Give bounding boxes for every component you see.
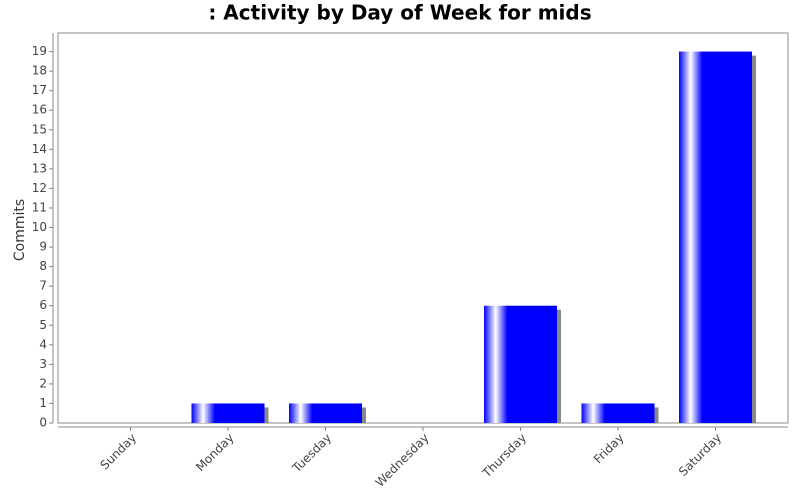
y-tick-label: 11 — [32, 200, 47, 214]
y-tick-label: 5 — [39, 318, 47, 332]
y-tick-label: 12 — [32, 181, 47, 195]
bar — [581, 403, 655, 423]
bar — [484, 305, 557, 423]
chart-title: : Activity by Day of Week for mids — [208, 1, 591, 25]
y-tick-label: 6 — [39, 298, 47, 312]
y-tick-label: 7 — [39, 279, 47, 293]
y-tick-label: 15 — [32, 122, 47, 136]
y-tick-label: 2 — [39, 376, 47, 390]
plot-area — [57, 32, 789, 424]
bar — [679, 51, 752, 423]
y-axis-label: Commits — [12, 199, 28, 261]
y-tick-label: 10 — [32, 220, 47, 234]
y-tick-label: 3 — [39, 357, 47, 371]
y-tick-label: 4 — [39, 337, 47, 351]
y-tick-label: 18 — [32, 64, 47, 78]
y-tick-label: 1 — [39, 396, 47, 410]
bar — [191, 403, 265, 423]
y-tick-label: 8 — [39, 259, 47, 273]
y-tick-label: 0 — [39, 416, 47, 430]
y-tick-label: 17 — [32, 83, 47, 97]
y-tick-label: 9 — [39, 240, 47, 254]
y-tick-label: 14 — [32, 142, 47, 156]
y-tick-label: 16 — [32, 103, 47, 117]
y-tick-label: 13 — [32, 161, 47, 175]
bar — [289, 403, 362, 423]
y-tick-label: 19 — [32, 44, 47, 58]
